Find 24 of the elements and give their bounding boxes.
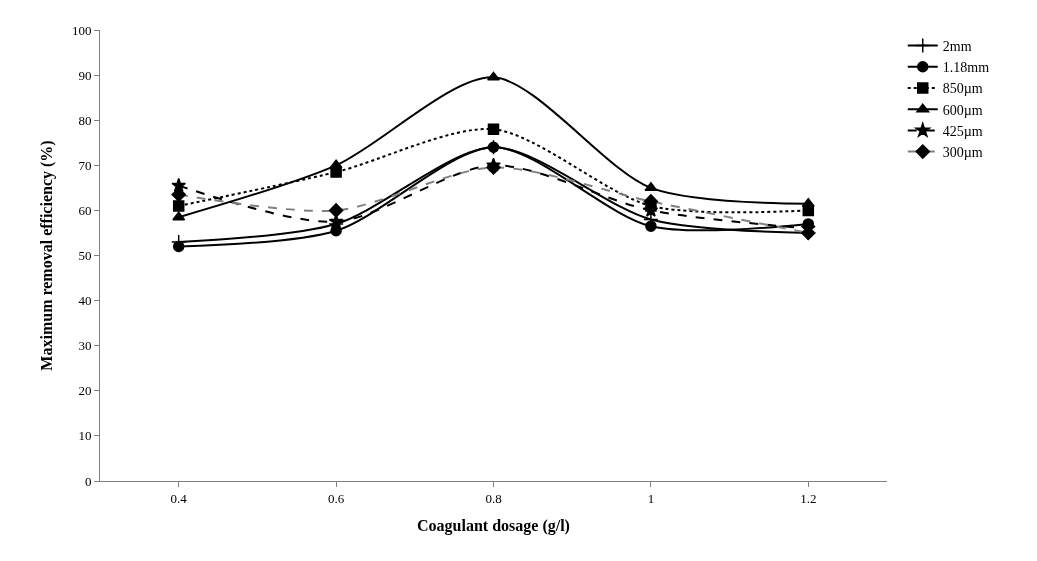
- y-tick-label: 40: [78, 293, 92, 309]
- x-tick-label: 0.6: [327, 490, 345, 506]
- y-axis-title: Maximum removal efficiency (%): [37, 140, 56, 371]
- y-tick-label: 30: [78, 338, 92, 354]
- y-tick-label: 70: [78, 157, 92, 173]
- x-tick-label: 1: [647, 490, 655, 506]
- y-tick-label: 20: [78, 383, 92, 399]
- x-tick-label: 0.4: [170, 490, 188, 506]
- x-tick-label: 0.8: [485, 490, 502, 506]
- legend-label: 1.18mm: [942, 60, 990, 76]
- x-axis-title: Coagulant dosage (g/l): [417, 517, 570, 536]
- legend-label: 600µm: [942, 102, 983, 118]
- y-tick-label: 60: [78, 202, 92, 218]
- legend-label: 425µm: [942, 123, 983, 139]
- legend-label: 2mm: [942, 39, 972, 55]
- y-tick-label: 0: [84, 473, 92, 489]
- y-tick-label: 90: [78, 67, 92, 83]
- y-tick-label: 50: [78, 248, 92, 264]
- y-tick-label: 100: [71, 22, 92, 38]
- legend-label: 850µm: [942, 81, 983, 97]
- x-tick-label: 1.2: [800, 490, 817, 506]
- legend-label: 300µm: [942, 145, 983, 161]
- y-tick-label: 80: [78, 112, 92, 128]
- y-tick-label: 10: [78, 428, 92, 444]
